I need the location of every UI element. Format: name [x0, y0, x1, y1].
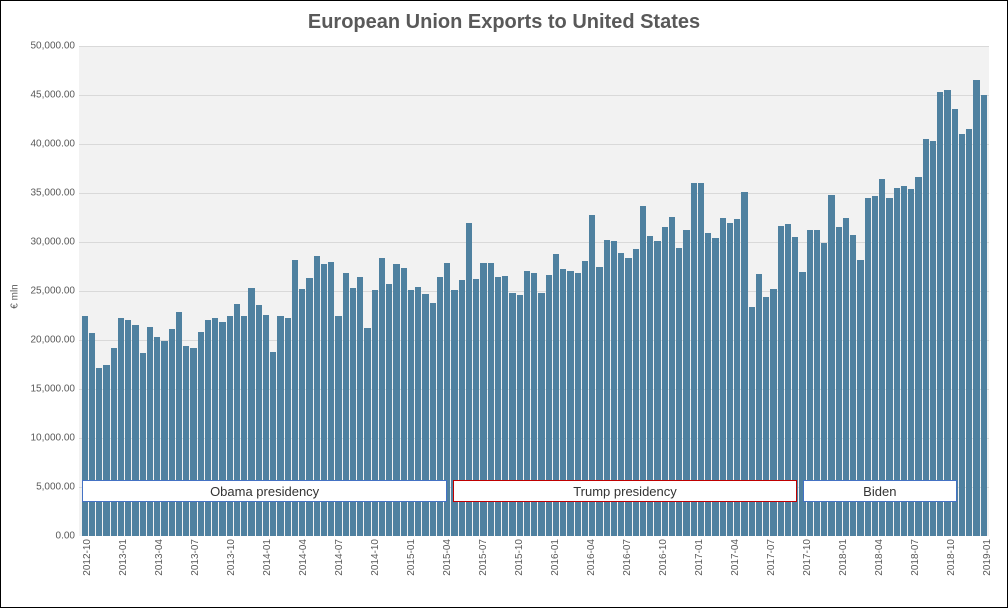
bar [154, 337, 160, 536]
x-tick-label: 2013-04 [154, 539, 165, 576]
x-tick-label: 2014-07 [334, 539, 345, 576]
x-tick-label: 2015-01 [406, 539, 417, 576]
y-tick-label: 5,000.00 [36, 482, 75, 493]
x-tick-label: 2017-04 [730, 539, 741, 576]
bar [183, 346, 189, 536]
x-tick-label: 2017-07 [766, 539, 777, 576]
bar [981, 95, 987, 536]
presidency-annotation-biden: Biden [803, 480, 957, 502]
y-tick-label: 35,000.00 [31, 188, 76, 199]
bar [944, 90, 950, 536]
bar [277, 316, 283, 537]
bar [89, 333, 95, 536]
x-tick-label: 2013-10 [226, 539, 237, 576]
x-tick-label: 2016-01 [550, 539, 561, 576]
x-tick-label: 2017-10 [802, 539, 813, 576]
bar [966, 129, 972, 536]
bar [111, 348, 117, 536]
x-tick-label: 2018-01 [838, 539, 849, 576]
bar [959, 134, 965, 536]
y-tick-label: 40,000.00 [31, 139, 76, 150]
bar [952, 109, 958, 536]
bar [930, 141, 936, 536]
x-tick-label: 2013-07 [190, 539, 201, 576]
bar [263, 315, 269, 536]
x-tick-label: 2018-10 [946, 539, 957, 576]
bar [147, 327, 153, 536]
bar [169, 329, 175, 536]
x-tick-label: 2018-07 [910, 539, 921, 576]
bar [198, 332, 204, 536]
bars-group [79, 46, 989, 536]
bar [125, 320, 131, 536]
x-tick-label: 2012-10 [82, 539, 93, 576]
bar [335, 316, 341, 537]
bar [219, 322, 225, 536]
bar [118, 318, 124, 536]
bar [241, 316, 247, 536]
x-tick-label: 2019-01 [982, 539, 993, 576]
bar [364, 328, 370, 536]
y-tick-label: 15,000.00 [31, 384, 76, 395]
x-tick-label: 2016-07 [622, 539, 633, 576]
y-tick-label: 50,000.00 [31, 41, 76, 52]
bar [103, 365, 109, 537]
presidency-annotation-trump: Trump presidency [453, 480, 796, 502]
y-tick-label: 45,000.00 [31, 90, 76, 101]
x-tick-label: 2014-10 [370, 539, 381, 576]
y-tick-label: 30,000.00 [31, 237, 76, 248]
bar [190, 348, 196, 536]
y-tick-label: 10,000.00 [31, 433, 76, 444]
bar [923, 139, 929, 536]
bar [82, 316, 88, 536]
bar [140, 353, 146, 536]
chart-container: European Union Exports to United States … [0, 0, 1008, 608]
bar [937, 92, 943, 536]
x-tick-label: 2014-04 [298, 539, 309, 576]
x-tick-label: 2013-01 [118, 539, 129, 576]
bar [96, 368, 102, 536]
x-axis: 2012-10..2013-01..2013-04..2013-07..2013… [79, 539, 989, 576]
presidency-annotation-obama: Obama presidency [82, 480, 447, 502]
x-tick-label: 2018-04 [874, 539, 885, 576]
bar [285, 318, 291, 536]
y-axis: 0.005,000.0010,000.0015,000.0020,000.002… [1, 46, 79, 536]
chart-title: European Union Exports to United States [1, 11, 1007, 34]
x-tick-label: 2016-04 [586, 539, 597, 576]
x-tick-label: 2015-07 [478, 539, 489, 576]
bar [176, 312, 182, 536]
bar [205, 320, 211, 536]
bar [227, 316, 233, 536]
bar [270, 352, 276, 536]
bar [161, 341, 167, 536]
x-tick-label: 2014-01 [262, 539, 273, 576]
y-tick-label: 0.00 [56, 531, 75, 542]
x-tick-label: 2017-01 [694, 539, 705, 576]
y-tick-label: 20,000.00 [31, 335, 76, 346]
x-tick-label: 2015-10 [514, 539, 525, 576]
plot-area: Obama presidency Trump presidency Biden [79, 46, 989, 536]
bar [132, 325, 138, 536]
bar [212, 318, 218, 536]
x-tick-label: 2015-04 [442, 539, 453, 576]
y-tick-label: 25,000.00 [31, 286, 76, 297]
bar [973, 80, 979, 536]
x-tick-label: 2016-10 [658, 539, 669, 576]
